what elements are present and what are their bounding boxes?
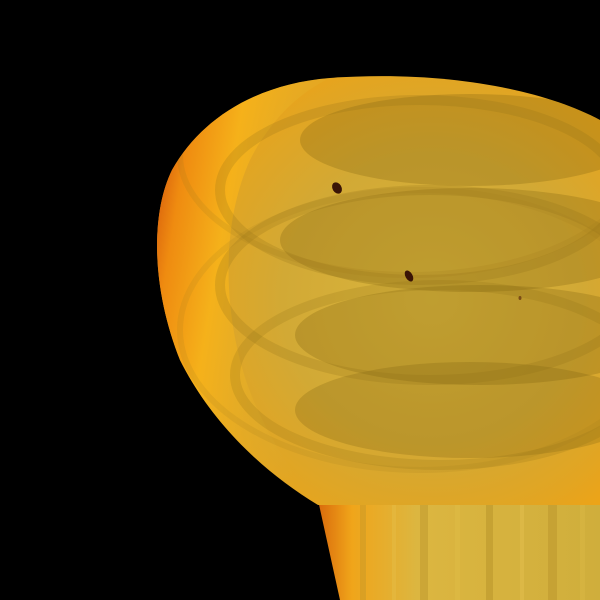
sun-limb: [157, 78, 330, 505]
stem-streak: [318, 490, 600, 600]
exposure-bands: [177, 76, 600, 473]
sunspot: [518, 296, 522, 300]
sun-disk: [157, 76, 600, 506]
sunspot: [332, 182, 342, 194]
stem-streak-lines: [360, 480, 585, 600]
sunspot: [404, 270, 414, 282]
